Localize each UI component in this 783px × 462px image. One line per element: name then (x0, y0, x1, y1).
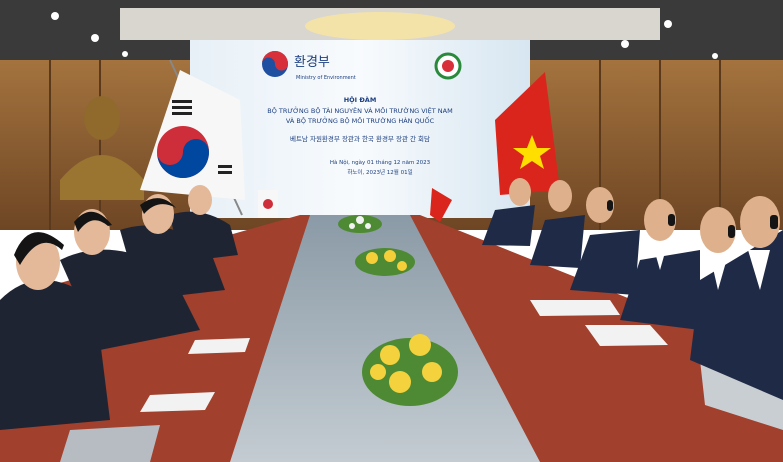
shirts (652, 242, 770, 290)
desk-flag-vietnam (430, 188, 452, 222)
presentation-screen (190, 40, 530, 218)
headsets (607, 200, 778, 238)
bust-head (84, 96, 120, 140)
vietnam-flag (495, 72, 560, 195)
korea-flag-blue (157, 139, 209, 178)
delegates-left (0, 211, 238, 430)
screen-heading: HỘI ĐÀM (344, 95, 377, 104)
logo-subtext: Ministry of Environment (296, 75, 356, 81)
hair-left (14, 198, 176, 265)
korea-flag-trigrams (172, 100, 232, 174)
screen-date: Hà Nội, ngày 01 tháng 12 năm 2023 (330, 159, 431, 166)
chandelier (305, 12, 455, 40)
vietnam-logo-center (442, 60, 454, 72)
screen-line-korean: 베트남 자원환경부 장관과 한국 환경부 장관 간 회담 (290, 134, 430, 143)
flower-arrangements (338, 215, 458, 406)
screen-line: VÀ BỘ TRƯỞNG BỘ MÔI TRƯỜNG HÀN QUỐC (286, 115, 435, 125)
logo-text: 환경부 (294, 55, 330, 70)
korea-logo-red (262, 51, 288, 71)
table-glass (230, 215, 540, 462)
papers (140, 300, 668, 412)
ceiling-lights (51, 12, 718, 59)
vietnam-flag-star (513, 135, 551, 169)
faces-right (509, 178, 780, 253)
desk-flag-korea-emblem (263, 199, 273, 209)
laptop (60, 425, 160, 462)
screen-line: BỘ TRƯỞNG BỘ TÀI NGUYÊN VÀ MÔI TRƯỜNG VI… (267, 105, 452, 115)
screen-date-korean: 하노이, 2023년 12월 01일 (347, 168, 412, 176)
bust-body (60, 155, 144, 200)
